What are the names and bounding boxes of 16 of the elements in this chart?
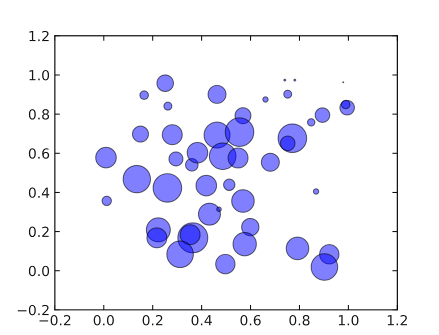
y-tick-label: 1.2 [29, 30, 49, 42]
x-tick-label: −0.2 [39, 314, 70, 326]
y-tick-label: 0.6 [28, 148, 50, 159]
x-tick-label: 1.2 [388, 314, 407, 326]
x-tick-label: 0.6 [240, 314, 261, 326]
y-tick-label: 1.0 [29, 70, 50, 80]
x-tick-label: 0.8 [289, 314, 310, 326]
x-tick-label: 0.2 [142, 314, 162, 326]
x-tick-label: 0.4 [192, 314, 212, 326]
y-tick-label: 0.0 [28, 266, 50, 276]
y-tick-label: 0.2 [28, 226, 49, 238]
x-tick-label: 0.0 [94, 314, 114, 326]
y-tick-label: −0.2 [18, 304, 49, 316]
y-tick-label: 0.8 [28, 109, 50, 120]
x-tick-label: 1.0 [338, 314, 358, 326]
y-tick-label: 0.4 [28, 187, 50, 198]
